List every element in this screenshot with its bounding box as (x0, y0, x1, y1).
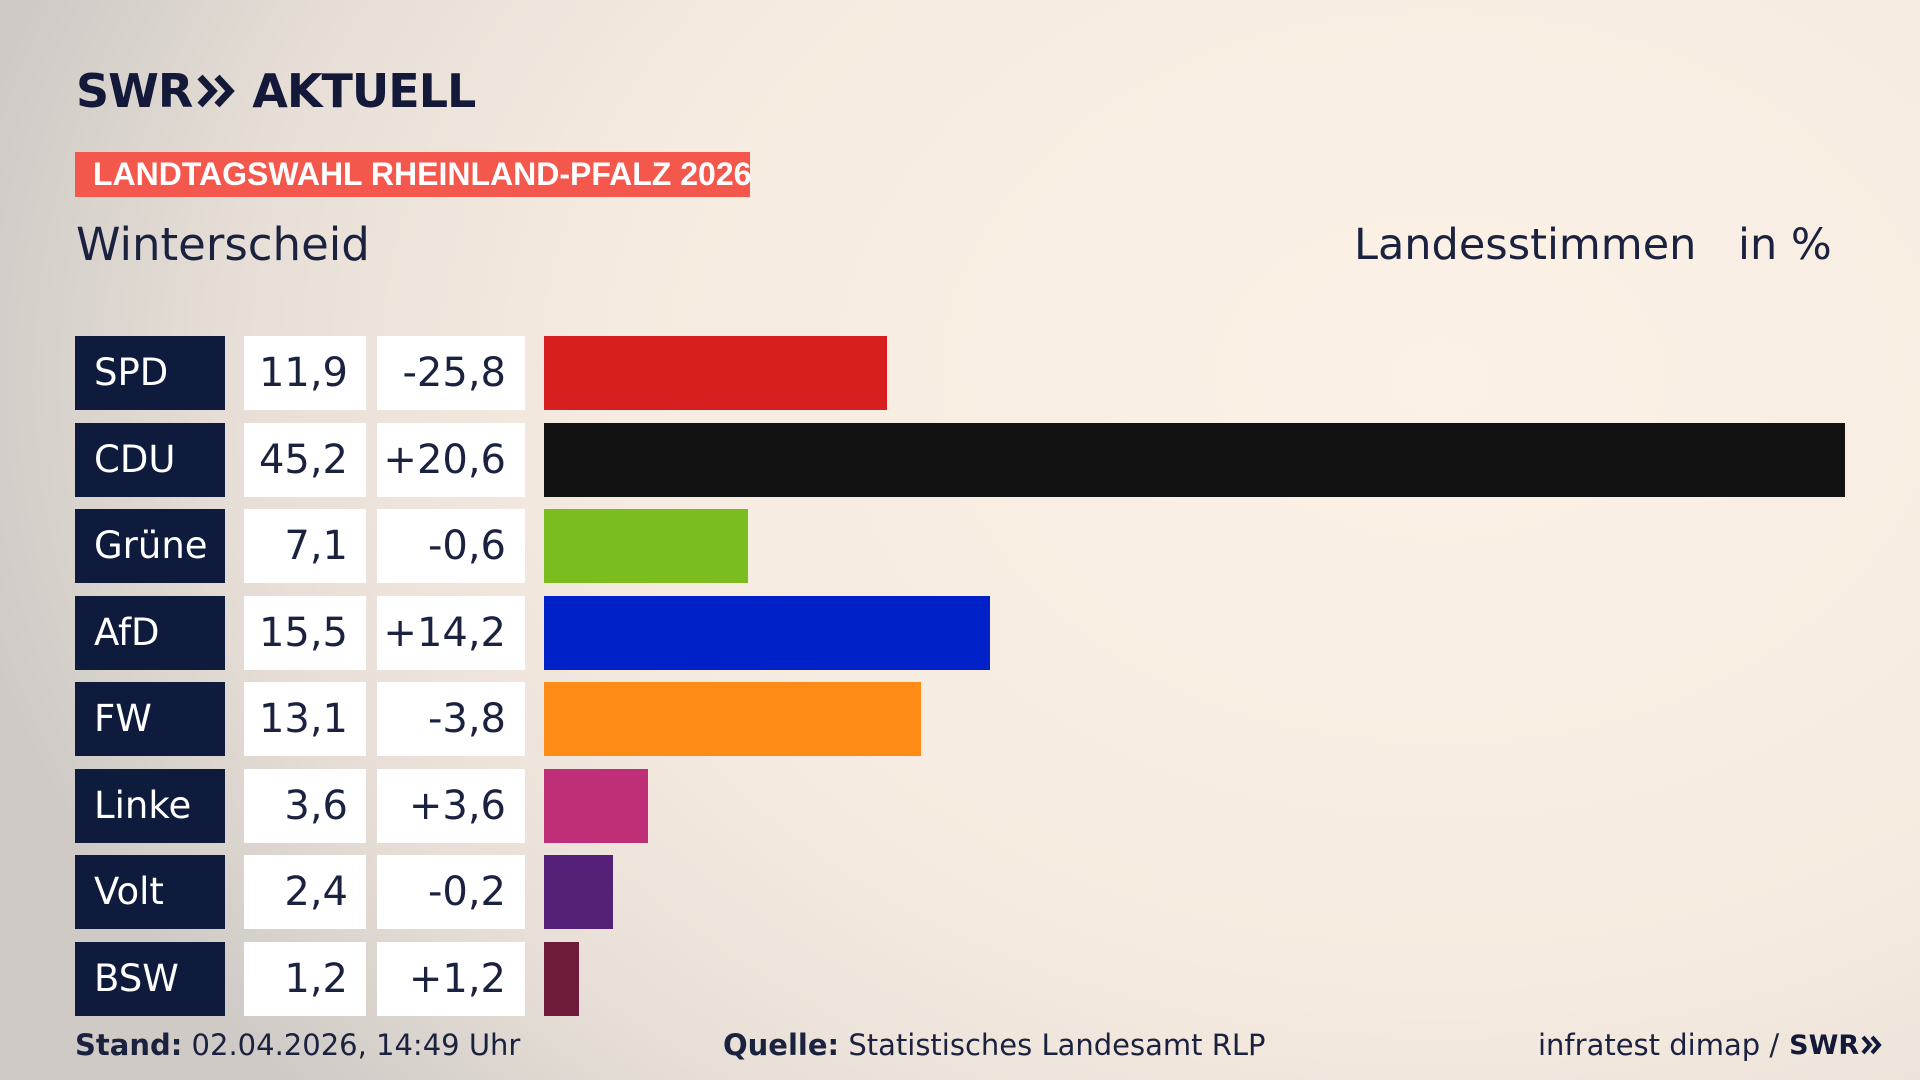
vote-share-bar (544, 336, 887, 410)
party-label: Grüne (75, 509, 225, 583)
result-row: Grüne 7,1 -0,6 (0, 509, 1920, 583)
vote-share-bar (544, 596, 990, 670)
source-label: Quelle: (723, 1028, 840, 1062)
source-value: Statistisches Landesamt RLP (848, 1028, 1266, 1062)
double-chevron-icon (197, 74, 236, 108)
vote-share-value: 15,5 (244, 596, 366, 670)
logo-aktuell-text: AKTUELL (252, 64, 476, 118)
logo-swr-text: SWR (76, 64, 193, 118)
party-label: Linke (75, 769, 225, 843)
vote-share-value: 1,2 (244, 942, 366, 1016)
vote-share-bar (544, 682, 921, 756)
result-row: Volt 2,4 -0,2 (0, 855, 1920, 929)
swr-aktuell-logo: SWR AKTUELL (76, 64, 476, 118)
footer-stand: Stand: 02.04.2026, 14:49 Uhr (75, 1028, 520, 1062)
result-row: FW 13,1 -3,8 (0, 682, 1920, 756)
vote-share-change: +1,2 (377, 942, 525, 1016)
party-label: CDU (75, 423, 225, 497)
election-tag: LANDTAGSWAHL RHEINLAND-PFALZ 2026 (75, 152, 751, 197)
vote-share-change: +3,6 (377, 769, 525, 843)
result-row: AfD 15,5 +14,2 (0, 596, 1920, 670)
vote-share-bar (544, 509, 748, 583)
result-row: BSW 1,2 +1,2 (0, 942, 1920, 1016)
vote-share-value: 3,6 (244, 769, 366, 843)
vote-share-bar (544, 769, 648, 843)
place-title: Winterscheid (76, 218, 370, 271)
party-label: SPD (75, 336, 225, 410)
vote-share-bar (544, 423, 1845, 497)
result-row: Linke 3,6 +3,6 (0, 769, 1920, 843)
result-row: SPD 11,9 -25,8 (0, 336, 1920, 410)
vote-share-change: -25,8 (377, 336, 525, 410)
vote-share-value: 7,1 (244, 509, 366, 583)
footer-credit: infratest dimap / SWR (1538, 1028, 1883, 1062)
double-chevron-icon (1861, 1035, 1882, 1055)
stand-label: Stand: (75, 1028, 183, 1062)
party-label: AfD (75, 596, 225, 670)
vote-share-change: +14,2 (377, 596, 525, 670)
vote-share-change: -0,6 (377, 509, 525, 583)
vote-share-change: -0,2 (377, 855, 525, 929)
vote-share-change: -3,8 (377, 682, 525, 756)
party-label: BSW (75, 942, 225, 1016)
footer-source: Quelle: Statistisches Landesamt RLP (723, 1028, 1266, 1062)
vote-share-change: +20,6 (377, 423, 525, 497)
party-label: FW (75, 682, 225, 756)
party-label: Volt (75, 855, 225, 929)
result-row: CDU 45,2 +20,6 (0, 423, 1920, 497)
credit-swr-logo: SWR (1789, 1029, 1860, 1061)
stand-value: 02.04.2026, 14:49 Uhr (191, 1028, 521, 1062)
vote-share-value: 2,4 (244, 855, 366, 929)
vote-share-value: 13,1 (244, 682, 366, 756)
vote-share-bar (544, 942, 579, 1016)
measure-label: Landesstimmen (1354, 220, 1697, 270)
credit-text: infratest dimap / (1538, 1028, 1780, 1062)
vote-share-value: 45,2 (244, 423, 366, 497)
vote-share-bar (544, 855, 613, 929)
unit-label: in % (1738, 220, 1832, 270)
vote-share-value: 11,9 (244, 336, 366, 410)
